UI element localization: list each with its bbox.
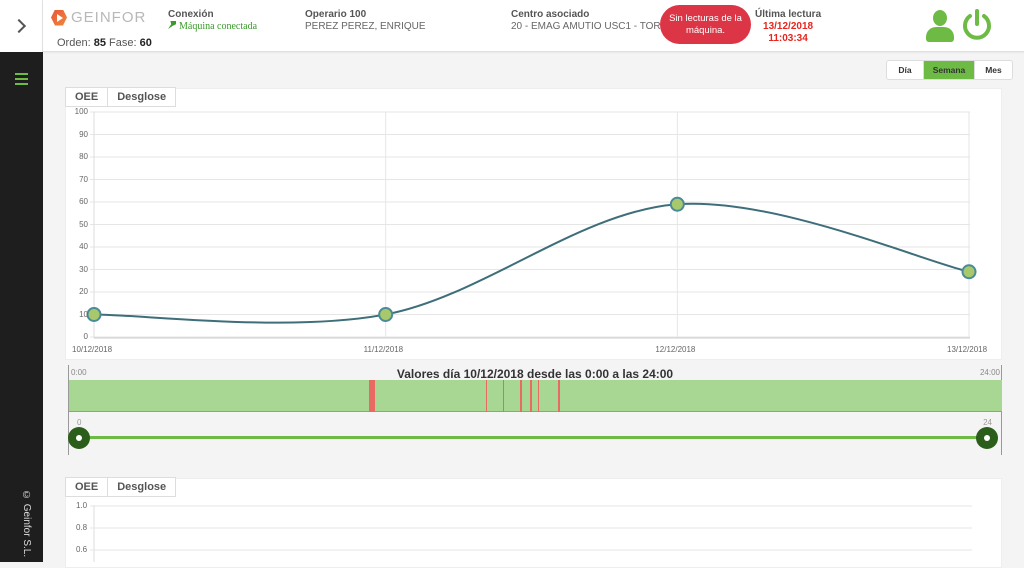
- chevron-right-icon: [11, 18, 27, 34]
- stop-segment: [485, 380, 488, 412]
- y-tick-label: 1.0: [76, 501, 88, 510]
- y-tick-label: 100: [74, 107, 88, 116]
- day-timeline: 0:00 Valores día 10/12/2018 desde las 0:…: [68, 365, 1002, 455]
- slider-end-handle[interactable]: [976, 427, 998, 449]
- expand-sidebar-button[interactable]: [0, 0, 43, 52]
- range-week-button[interactable]: Semana: [924, 61, 975, 79]
- timeline-start-label: 0:00: [71, 368, 87, 377]
- logo-text: GEINFOR: [71, 9, 147, 26]
- stop-segment: [537, 380, 540, 412]
- last-reading-block: Última lectura 13/12/2018 11:03:34: [755, 9, 822, 44]
- timeline-end-label: 24:00: [979, 368, 1000, 377]
- y-tick-label: 20: [79, 287, 88, 296]
- slider-max-label: 24: [983, 418, 992, 427]
- tab-desglose-2[interactable]: Desglose: [108, 477, 177, 497]
- power-icon[interactable]: [960, 8, 994, 42]
- order-number: 85: [93, 37, 106, 49]
- panel1-tabs: OEE Desglose: [65, 87, 177, 107]
- tab-oee-2[interactable]: OEE: [65, 477, 109, 497]
- range-month-button[interactable]: Mes: [985, 65, 1002, 75]
- header: GEINFOR Orden: 85 Fase: 60 Conexión Máqu…: [43, 0, 1024, 52]
- slider-min-label: 0: [77, 418, 82, 427]
- logo-icon: [51, 9, 67, 26]
- x-tick-label: 10/12/2018: [72, 345, 113, 354]
- operator-name: PEREZ PEREZ, ENRIQUE: [305, 21, 426, 32]
- menu-icon[interactable]: [15, 73, 28, 88]
- copyright: © Geinfor S.L.: [21, 490, 32, 558]
- logo: GEINFOR: [51, 9, 146, 26]
- range-selector: Día Semana Mes: [886, 60, 1013, 80]
- stop-segment: [520, 380, 522, 412]
- order-info: Orden: 85 Fase: 60: [57, 37, 152, 49]
- y-tick-label: 0.8: [76, 523, 88, 532]
- y-tick-label: 0.6: [76, 545, 88, 554]
- oee-chart-panel: [65, 88, 1002, 360]
- stop-segment: [368, 380, 376, 412]
- user-icon[interactable]: [926, 10, 954, 43]
- y-tick-label: 70: [79, 174, 88, 184]
- timeline-bar: [69, 380, 1002, 412]
- center-block: Centro asociado 20 - EMAG AMUTIO USC1 - …: [511, 9, 676, 32]
- stop-segment: [530, 380, 532, 412]
- y-tick-label: 30: [79, 264, 88, 274]
- panel2-tabs: OEE Desglose: [65, 477, 177, 497]
- y-tick-label: 90: [79, 129, 88, 139]
- range-day-button[interactable]: Día: [887, 61, 924, 79]
- sidebar: © Geinfor S.L.: [0, 0, 43, 562]
- oee-chart-panel-2: [65, 478, 1002, 568]
- tab-oee[interactable]: OEE: [65, 87, 109, 107]
- connection-status: Máquina conectada: [179, 21, 258, 32]
- y-tick-label: 50: [79, 219, 88, 229]
- phase-number: 60: [139, 37, 152, 49]
- operator-block: Operario 100 PEREZ PEREZ, ENRIQUE: [305, 9, 426, 32]
- slider-start-handle[interactable]: [68, 427, 90, 449]
- hour-range-slider[interactable]: [78, 436, 988, 439]
- y-tick-label: 80: [79, 152, 88, 161]
- y-tick-label: 0: [83, 332, 88, 341]
- stop-segment: [502, 380, 505, 412]
- tab-desglose[interactable]: Desglose: [108, 87, 177, 107]
- x-tick-label: 11/12/2018: [363, 345, 404, 354]
- timeline-title: Valores día 10/12/2018 desde las 0:00 a …: [396, 367, 674, 381]
- y-tick-label: 10: [79, 309, 88, 319]
- x-tick-label: 13/12/2018: [947, 345, 988, 354]
- last-reading-time: 11:03:34: [768, 33, 808, 44]
- last-reading-date: 13/12/2018: [763, 21, 814, 32]
- x-tick-label: 12/12/2018: [655, 345, 696, 354]
- plug-icon: [168, 21, 176, 29]
- y-tick-label: 60: [79, 197, 88, 206]
- connection-block: Conexión Máquina conectada: [168, 9, 258, 32]
- stop-segment: [558, 380, 560, 412]
- center-value: 20 - EMAG AMUTIO USC1 - TORNO: [511, 21, 676, 32]
- no-readings-toast: Sin lecturas de la máquina.: [660, 5, 751, 44]
- y-tick-label: 40: [79, 242, 88, 251]
